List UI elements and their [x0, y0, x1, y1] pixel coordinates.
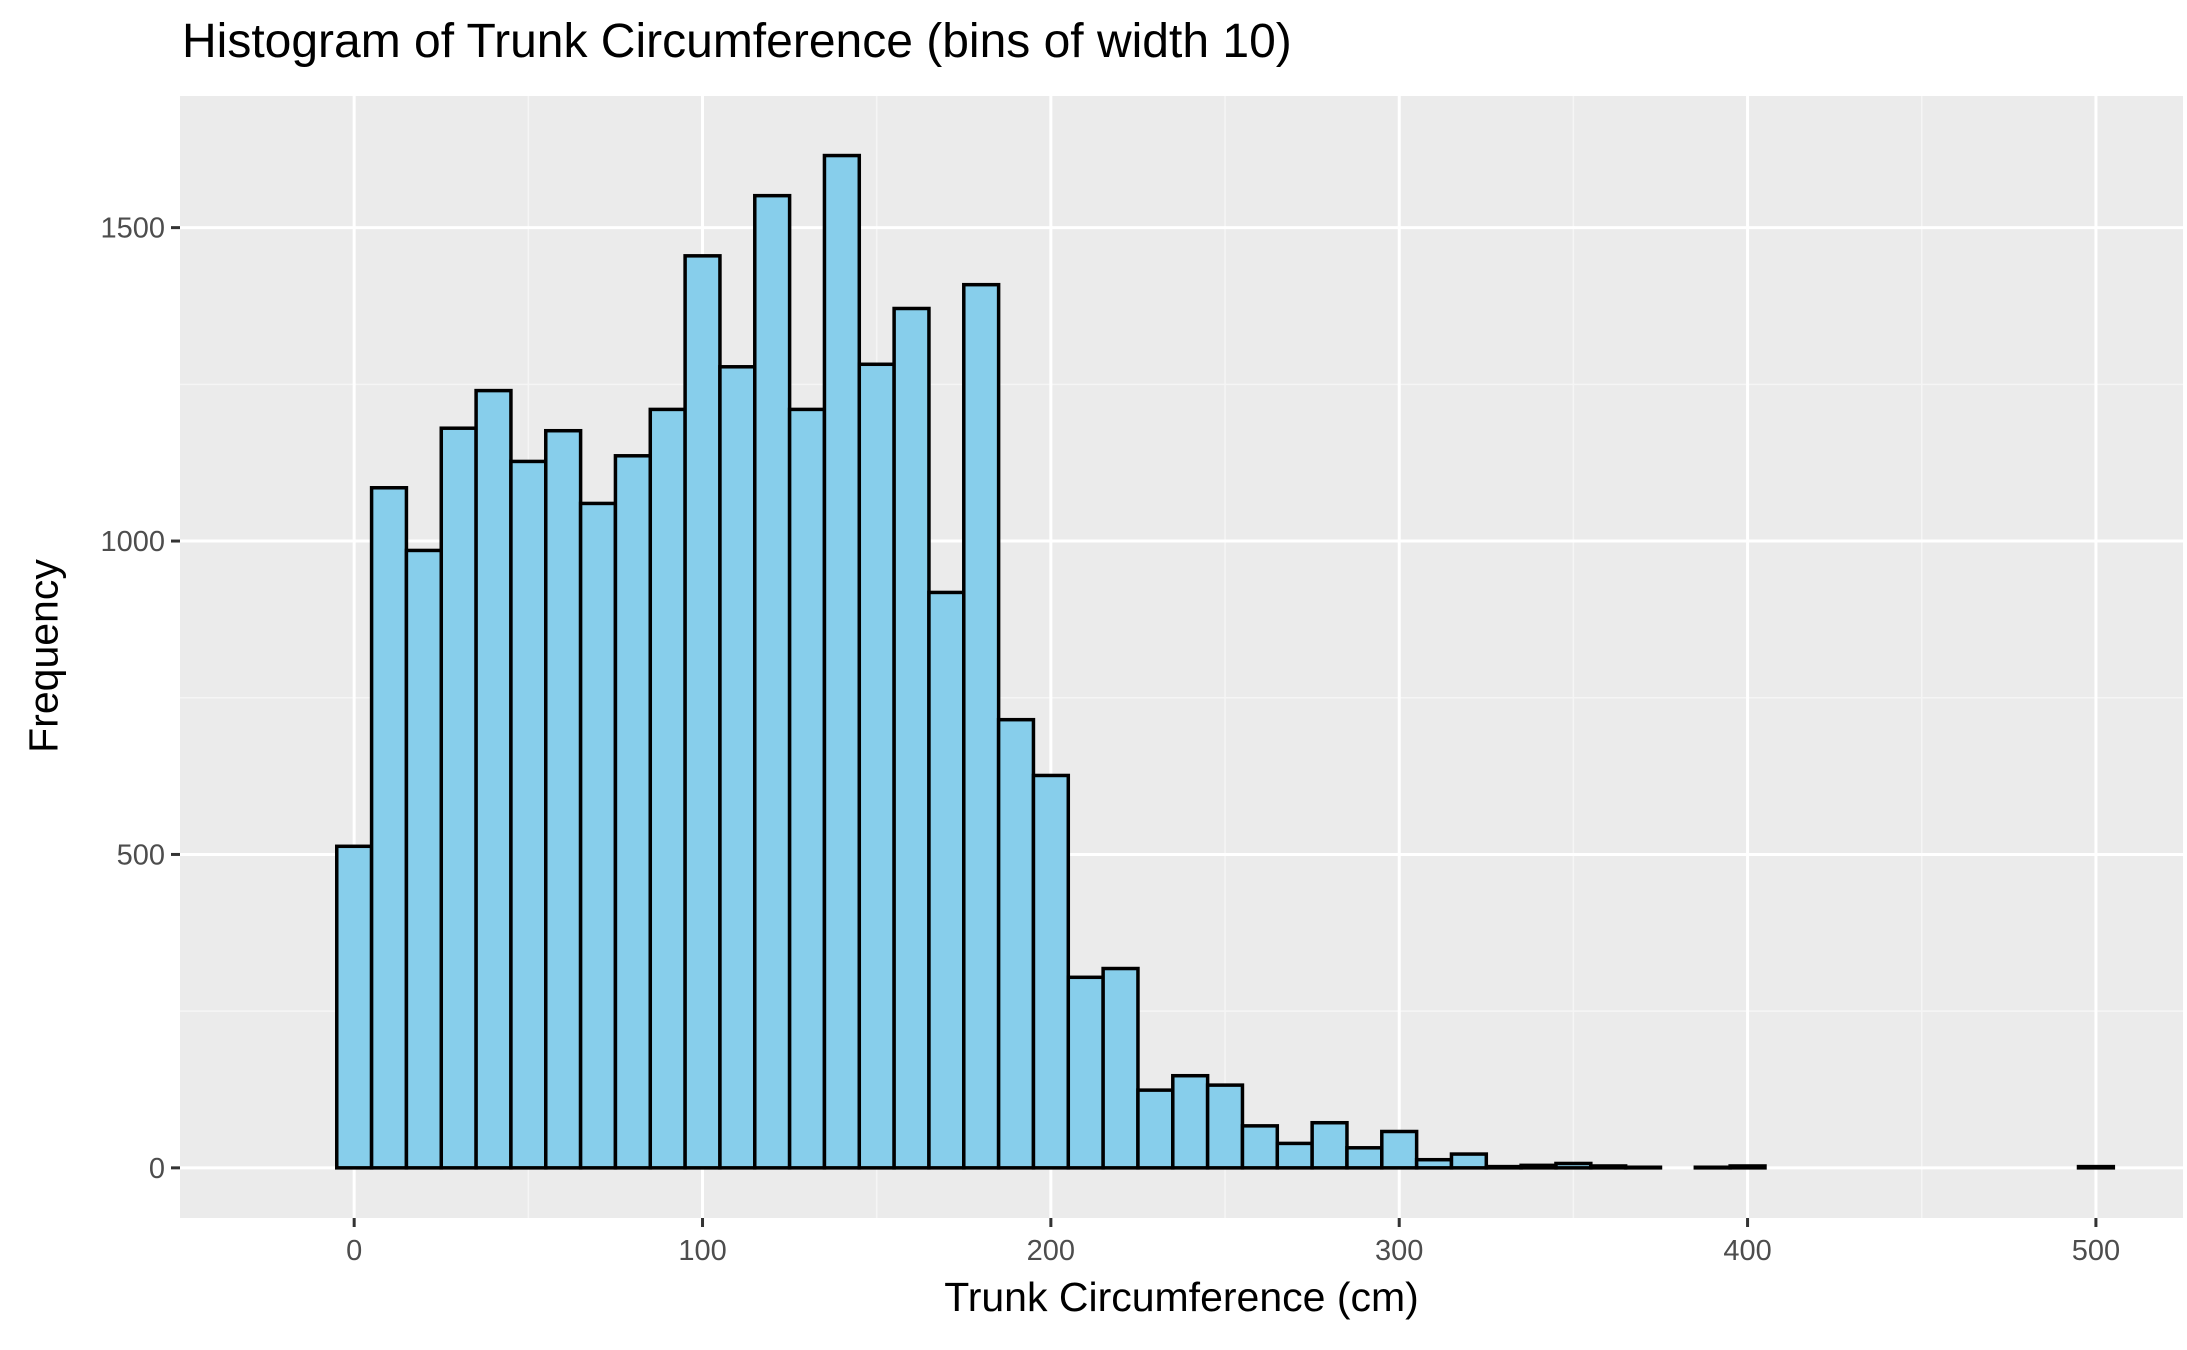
histogram-bar — [648, 407, 687, 1170]
histogram-bar — [1414, 1157, 1454, 1170]
histogram-bar — [509, 459, 548, 1170]
histogram-bar — [1484, 1164, 1523, 1170]
histogram-bar — [1345, 1146, 1384, 1170]
histogram-bar — [1310, 1120, 1349, 1170]
histogram-bar — [1554, 1161, 1593, 1170]
x-axis-title: Trunk Circumference (cm) — [944, 1274, 1419, 1320]
histogram-bar — [892, 306, 931, 1170]
histogram-bar — [2076, 1164, 2116, 1170]
histogram-bar — [1380, 1129, 1419, 1170]
y-tick-label: 1500 — [100, 213, 165, 245]
histogram-bar — [1171, 1073, 1210, 1170]
histogram-bar — [1519, 1163, 1558, 1170]
y-tick-label: 1000 — [100, 526, 165, 558]
histogram-bar — [1066, 975, 1105, 1170]
histogram-bar — [1589, 1164, 1628, 1170]
x-tick-label: 200 — [1027, 1235, 1075, 1267]
histogram-bar — [1693, 1165, 1732, 1170]
histogram-bar — [1031, 773, 1071, 1170]
x-tick-label: 0 — [346, 1235, 362, 1267]
histogram-bar — [439, 426, 478, 1170]
y-tick-label: 500 — [117, 839, 165, 871]
histogram-bar — [718, 365, 757, 1170]
histogram-bar — [369, 486, 409, 1170]
histogram-bar — [578, 501, 618, 1170]
histogram-bar — [996, 717, 1036, 1170]
histogram-bar — [962, 282, 1001, 1170]
histogram-bar — [613, 454, 653, 1170]
x-tick-label: 400 — [1723, 1235, 1771, 1267]
y-axis-title: Frequency — [20, 559, 67, 753]
histogram-bar — [544, 428, 583, 1170]
histogram-bar — [1275, 1141, 1314, 1170]
histogram-bar — [1240, 1124, 1280, 1170]
histogram-bar — [404, 548, 444, 1170]
histogram-bars — [335, 153, 2116, 1170]
histogram-bar — [1101, 966, 1140, 1170]
histogram-bar — [683, 254, 722, 1170]
x-tick-label: 300 — [1375, 1235, 1423, 1267]
histogram-bar — [927, 590, 966, 1170]
x-tick-label: 100 — [678, 1235, 726, 1267]
x-tick-label: 500 — [2072, 1235, 2120, 1267]
histogram-bar — [1136, 1088, 1175, 1170]
chart-title: Histogram of Trunk Circumference (bins o… — [182, 15, 1292, 68]
histogram-bar — [1205, 1083, 1245, 1170]
histogram-bar — [1728, 1164, 1767, 1170]
histogram-bar — [822, 153, 862, 1170]
histogram-bar — [753, 193, 792, 1170]
histogram-bar — [857, 362, 896, 1170]
axes: 0 100 200 300 400 500 0 500 1000 1500 — [100, 213, 2120, 1267]
y-tick-label: 0 — [149, 1153, 165, 1185]
histogram-bar — [335, 844, 374, 1170]
histogram-bar — [787, 407, 827, 1170]
histogram-bar — [1449, 1152, 1489, 1170]
histogram-bar — [474, 388, 513, 1170]
histogram-bar — [1623, 1165, 1663, 1170]
